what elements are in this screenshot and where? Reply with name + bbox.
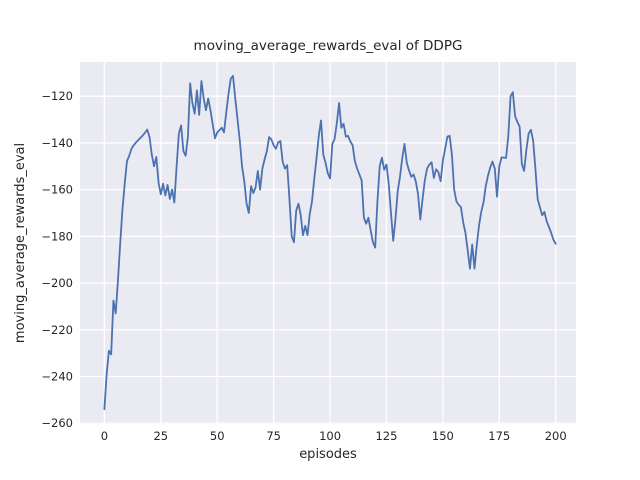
axis-ticks: 0 25 50 75 100 125 150 175 200 −260 −240 −220 −200 −1… bbox=[41, 89, 566, 443]
chart-title: moving_average_rewards_eval of DDPG bbox=[194, 38, 463, 54]
x-tick-label: 0 bbox=[101, 429, 108, 443]
y-tick-label: −200 bbox=[41, 276, 73, 290]
x-tick-label: 175 bbox=[488, 429, 510, 443]
x-tick-label: 50 bbox=[210, 429, 225, 443]
x-tick-label: 125 bbox=[375, 429, 397, 443]
y-tick-label: −240 bbox=[41, 369, 73, 383]
y-tick-label: −260 bbox=[41, 416, 73, 430]
plot-background bbox=[80, 62, 576, 424]
x-axis-label: episodes bbox=[299, 447, 357, 462]
plot-area bbox=[80, 62, 576, 424]
x-tick-label: 200 bbox=[545, 429, 567, 443]
y-tick-label: −220 bbox=[41, 323, 73, 337]
y-tick-label: −140 bbox=[41, 136, 73, 150]
series-line bbox=[103, 74, 557, 411]
y-tick-label: −120 bbox=[41, 89, 73, 103]
x-tick-label: 25 bbox=[153, 429, 168, 443]
x-tick-label: 150 bbox=[432, 429, 454, 443]
x-tick-label: 75 bbox=[266, 429, 281, 443]
y-tick-label: −180 bbox=[41, 229, 73, 243]
y-tick-label: −160 bbox=[41, 183, 73, 197]
x-tick-label: 100 bbox=[319, 429, 341, 443]
y-axis-label: moving_average_rewards_eval bbox=[13, 143, 28, 343]
